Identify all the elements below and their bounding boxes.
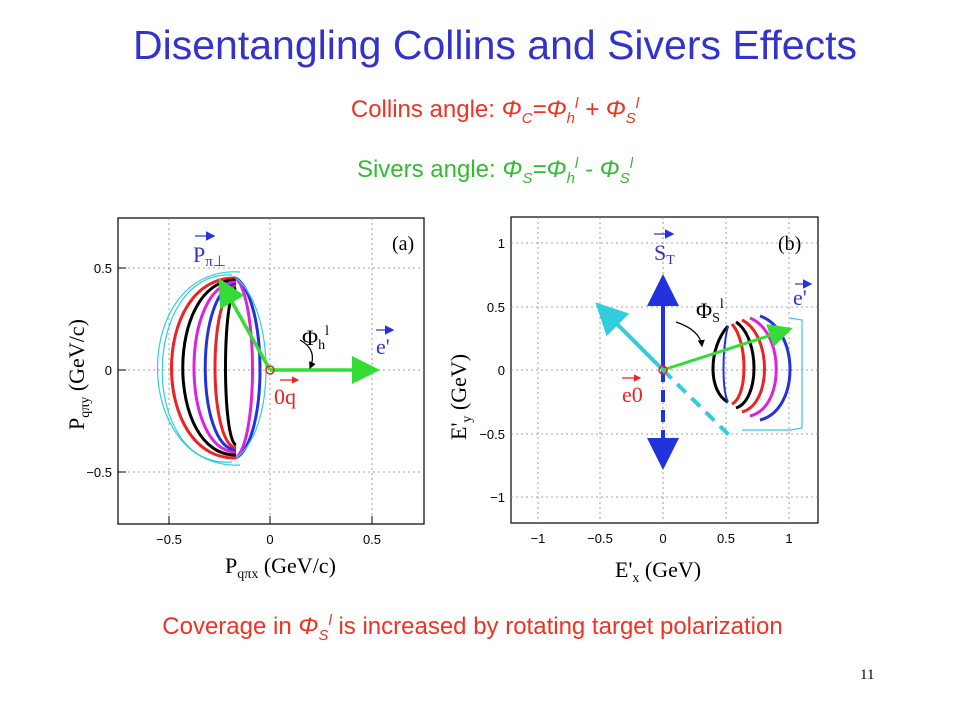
plot-a-xtick: −0.5 xyxy=(156,532,182,547)
plot-a-ytick: 0 xyxy=(105,363,112,378)
plot-b-xtick: 0.5 xyxy=(717,531,735,546)
svg-text:e0: e0 xyxy=(622,382,643,407)
phi-s-angle-arc xyxy=(675,321,705,348)
q-vector-label: 0q xyxy=(274,376,300,409)
plot-b-grid xyxy=(511,217,818,523)
plot-b-xtick: −1 xyxy=(531,531,546,546)
plot-b-contours xyxy=(711,314,803,431)
coverage-caption: Coverage in ΦSl is increased by rotating… xyxy=(162,612,783,644)
svg-text:e': e' xyxy=(793,285,807,310)
phi-h-angle-arc xyxy=(299,339,316,370)
plot-a-xlabel: Pqπx (GeV/c) xyxy=(225,553,336,582)
slide-title: Disentangling Collins and Sivers Effects xyxy=(133,22,857,68)
plot-b-xtick: −0.5 xyxy=(587,531,613,546)
e-prime-vector-b xyxy=(662,324,793,372)
plot-a-frame xyxy=(117,217,425,525)
sivers-angle-formula: Sivers angle: ΦS=Φhl - ΦSl xyxy=(356,155,634,187)
svg-text:Pπ⊥: Pπ⊥ xyxy=(193,242,226,270)
plot-a-ytick: 0.5 xyxy=(94,261,112,276)
plot-a-contours xyxy=(157,271,267,466)
plot-b-ytick: 1 xyxy=(498,236,505,251)
origin-marker-b xyxy=(658,365,668,375)
plot-b-ytick: 0 xyxy=(498,363,505,378)
plot-b-xtick: 1 xyxy=(785,531,792,546)
plot-b-ytick: 0.5 xyxy=(487,300,505,315)
s-t-label: ST xyxy=(654,229,675,268)
p-pi-perp-label: Pπ⊥ xyxy=(193,231,226,270)
plot-a-xtick: 0.5 xyxy=(363,532,381,547)
page-number: 11 xyxy=(860,667,875,683)
plot-b-ytick: −0.5 xyxy=(479,427,505,442)
plot-a-panel-label: (a) xyxy=(392,233,414,255)
plot-a-ticks xyxy=(118,267,373,524)
svg-text:ST: ST xyxy=(654,240,675,268)
plot-b-xlabel: E'x (GeV) xyxy=(615,557,701,586)
e-prime-label-b: e' xyxy=(793,279,813,310)
plot-b-panel-label: (b) xyxy=(778,233,801,255)
plot-b-ylabel: E'y (GeV) xyxy=(446,354,475,440)
rotated-polarization-dashed xyxy=(661,368,732,438)
collins-angle-formula: Collins angle: ΦC=Φhl + ΦSl xyxy=(350,95,640,127)
e-prime-label: e' xyxy=(376,325,395,359)
plot-a-ytick: −0.5 xyxy=(86,465,112,480)
origin-marker xyxy=(265,365,275,375)
svg-text:0q: 0q xyxy=(274,384,296,409)
phi-h-label: Φhl xyxy=(302,324,329,353)
plot-a-ylabel: Pqπy (GeV/c) xyxy=(64,319,93,430)
plot-b-ytick: −1 xyxy=(490,490,505,505)
plot-a-xtick: 0 xyxy=(266,532,273,547)
svg-text:e': e' xyxy=(376,334,390,359)
plot-b: −1 −0.5 0 0.5 1 1 0.5 0 −0.5 −1 (b) xyxy=(446,216,819,586)
e0-label: e0 xyxy=(622,374,643,407)
plot-a: −0.5 0 0.5 0.5 0 −0.5 (a) Pπ⊥ xyxy=(64,217,425,582)
rotated-polarization-vector xyxy=(595,302,665,372)
p-pi-perp-vector xyxy=(218,277,272,371)
plot-b-xtick: 0 xyxy=(659,531,666,546)
phi-s-label: ΦSl xyxy=(696,297,724,326)
